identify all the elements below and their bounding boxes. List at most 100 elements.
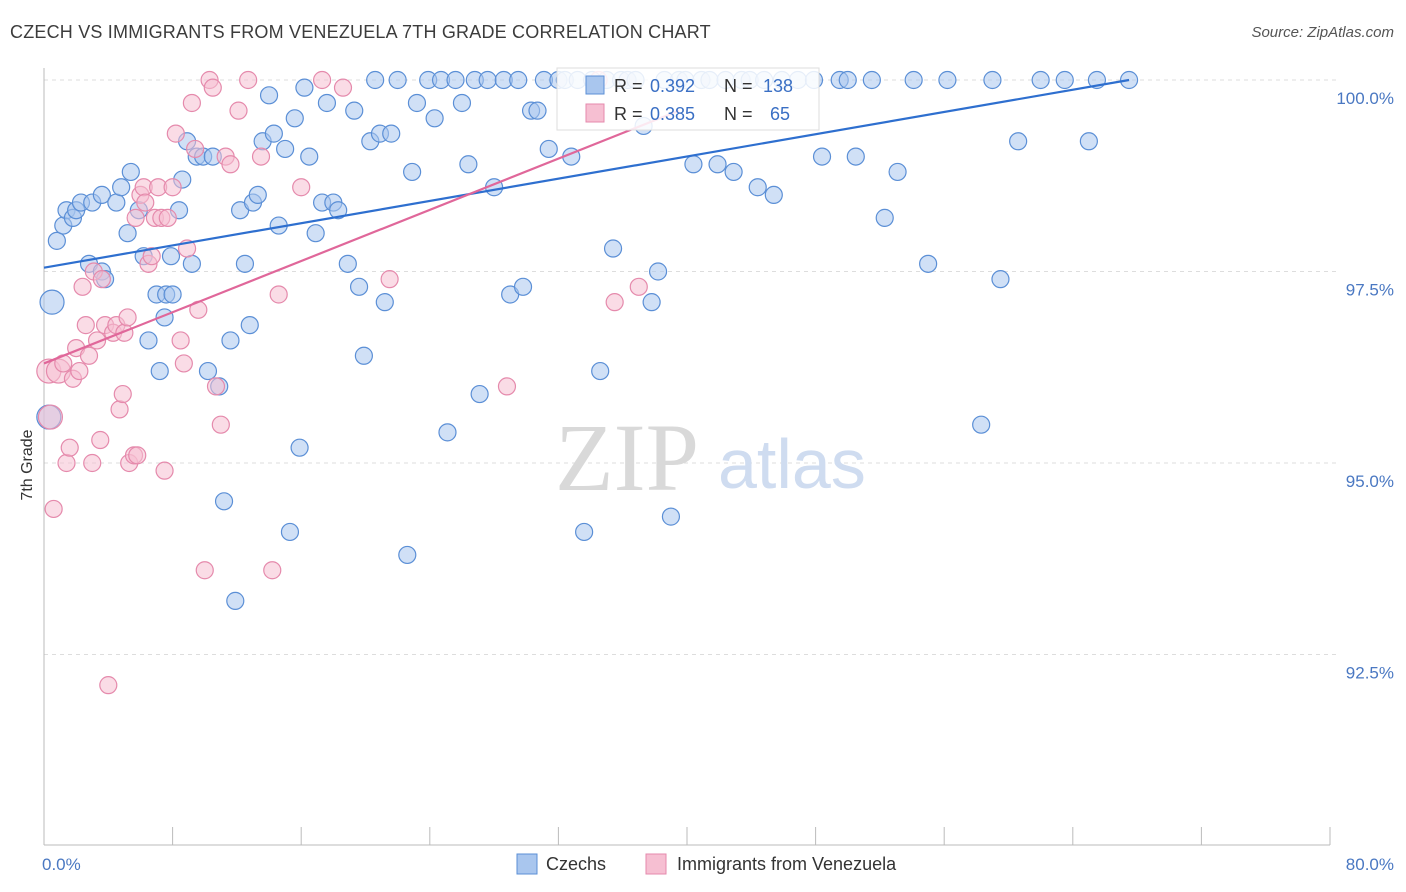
venezuela-point-61 <box>312 70 332 90</box>
czechs-point-103 <box>642 293 661 312</box>
czechs-point-48 <box>280 522 300 542</box>
czechs-point-119 <box>764 185 783 204</box>
stats-n-label-venezuela: N = <box>724 104 753 124</box>
czechs-point-2 <box>47 231 66 250</box>
venezuela-point-41 <box>166 124 185 143</box>
czechs-point-58 <box>338 254 357 273</box>
czechs-point-132 <box>938 70 957 90</box>
stats-r-label-czechs: R = <box>614 76 643 96</box>
y-tick-label-3: 92.5% <box>1346 664 1394 683</box>
czechs-point-106 <box>661 507 681 526</box>
czechs-point-60 <box>349 277 369 296</box>
czechs-point-72 <box>425 109 444 128</box>
czechs-point-40 <box>240 316 259 335</box>
stats-swatch-czechs <box>585 75 605 95</box>
czechs-point-36 <box>221 331 240 350</box>
venezuela-point-42 <box>171 331 190 350</box>
czechs-point-53 <box>306 224 325 243</box>
czechs-point-133 <box>972 415 991 434</box>
czechs-point-21 <box>150 361 169 381</box>
czechs-point-24 <box>161 247 181 266</box>
czechs-point-112 <box>708 155 727 174</box>
watermark: ZIP atlas <box>555 404 866 511</box>
czechs-point-15 <box>118 224 137 243</box>
czechs-point-131 <box>919 254 938 273</box>
czechs-point-114 <box>724 162 743 182</box>
legend-label-czechs: Czechs <box>546 854 606 874</box>
czechs-point-79 <box>470 384 489 404</box>
trend-lines <box>43 78 1130 365</box>
venezuela-point-34 <box>142 247 161 266</box>
czechs-point-128 <box>875 208 894 227</box>
czechs-point-77 <box>459 155 478 174</box>
venezuela-point-23 <box>113 384 132 404</box>
czechs-point-96 <box>591 361 610 381</box>
czechs-trend-line <box>43 78 1130 269</box>
venezuela-point-19 <box>99 676 118 695</box>
venezuela-point-10 <box>73 277 92 296</box>
czechs-point-117 <box>748 178 767 197</box>
czechs-point-39 <box>235 254 255 273</box>
czechs-point-130 <box>904 70 923 90</box>
venezuela-point-29 <box>128 446 147 465</box>
czechs-point-80 <box>478 70 497 90</box>
czechs-point-14 <box>112 178 131 197</box>
venezuela-point-38 <box>155 461 174 480</box>
venezuela-point-51 <box>206 377 226 396</box>
venezuela-point-16 <box>91 430 110 450</box>
stats-box: R = 0.392 N = 138 R = 0.385 N = 65 <box>556 67 820 131</box>
legend: Czechs Immigrants from Venezuela <box>516 853 897 875</box>
czechs-point-66 <box>382 124 401 143</box>
czechs-point-68 <box>398 545 417 565</box>
stats-swatch-venezuela <box>585 103 605 123</box>
chart-title: CZECH VS IMMIGRANTS FROM VENEZUELA 7TH G… <box>10 22 711 42</box>
venezuela-point-66 <box>605 293 624 312</box>
y-tick-label-1: 97.5% <box>1346 281 1394 300</box>
venezuela-point-48 <box>195 561 214 580</box>
czechs-point-63 <box>366 70 385 90</box>
venezuela-point-58 <box>263 561 282 580</box>
venezuela-point-39 <box>158 208 177 227</box>
venezuela-point-67 <box>629 277 648 296</box>
x-tick-label-max: 80.0% <box>1346 855 1394 874</box>
venezuela-point-2 <box>44 499 63 519</box>
venezuela-point-59 <box>269 285 288 304</box>
venezuela-point-52 <box>211 415 230 434</box>
czechs-point-55 <box>317 93 337 113</box>
czechs-point-45 <box>264 124 283 143</box>
czechs-point-89 <box>539 139 558 159</box>
czechs-point-12 <box>92 185 111 204</box>
venezuela-point-32 <box>136 193 155 212</box>
czechs-point-29 <box>182 254 201 273</box>
czechs-point-70 <box>407 93 427 113</box>
czechs-point-84 <box>509 70 528 90</box>
czechs-point-65 <box>375 293 394 312</box>
chart-source: Source: ZipAtlas.com <box>1251 24 1394 41</box>
czechs-point-61 <box>354 346 373 365</box>
czechs-point-67 <box>388 70 407 90</box>
czechs-point-49 <box>285 109 304 128</box>
czechs-point-129 <box>888 162 907 182</box>
czechs-point-127 <box>862 70 881 90</box>
venezuela-point-13 <box>83 453 102 473</box>
czechs-point-76 <box>452 93 472 113</box>
czechs-point-85 <box>513 277 533 296</box>
czechs-point-87 <box>528 101 547 120</box>
czechs-point-16 <box>121 162 140 182</box>
venezuela-point-25 <box>118 308 137 327</box>
czechs-point-35 <box>214 492 234 511</box>
czechs-point-50 <box>290 438 309 457</box>
y-axis-label: 7th Grade <box>19 429 36 500</box>
venezuela-point-11 <box>76 316 95 335</box>
venezuela-point-22 <box>110 400 129 419</box>
czechs-point-52 <box>300 147 319 166</box>
czechs-point-42 <box>248 185 267 204</box>
stats-r-label-venezuela: R = <box>614 104 643 124</box>
czechs-point-44 <box>259 86 279 105</box>
watermark-atlas: atlas <box>718 425 866 503</box>
stats-r-value-venezuela: 0.385 <box>650 104 695 124</box>
venezuela-point-12 <box>79 346 99 365</box>
czechs-point-137 <box>1031 70 1050 90</box>
venezuela-point-45 <box>182 93 201 113</box>
